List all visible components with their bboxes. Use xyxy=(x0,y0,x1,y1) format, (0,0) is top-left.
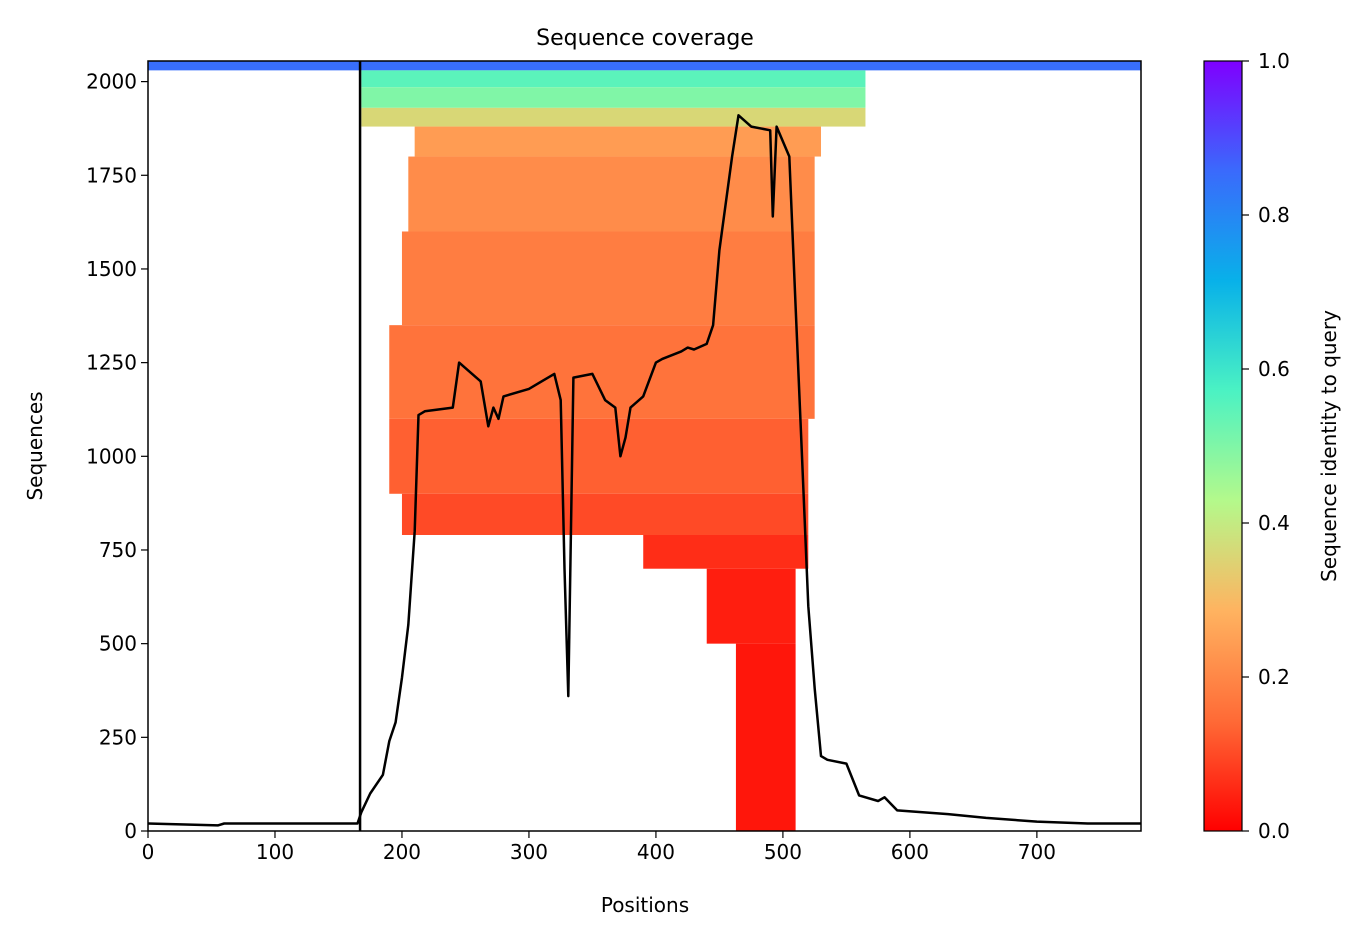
coverage-block xyxy=(389,325,815,419)
x-tick-label: 700 xyxy=(1018,840,1056,864)
colorbar-gradient xyxy=(1203,60,1243,832)
x-axis: 0 100 200 300 400 500 600 700 xyxy=(142,831,1056,864)
coverage-block xyxy=(735,643,796,831)
plot-area xyxy=(147,60,1142,832)
coverage-block xyxy=(643,534,809,569)
coverage-heatmap xyxy=(148,61,1141,831)
y-tick-label: 500 xyxy=(99,632,137,656)
y-tick-label: 0 xyxy=(124,819,137,843)
coverage-block xyxy=(401,493,809,535)
coverage-block xyxy=(706,568,796,644)
colorbar-tick-label: 0.0 xyxy=(1258,819,1290,843)
colorbar-label: Sequence identity to query xyxy=(1317,310,1341,582)
x-axis-label: Positions xyxy=(601,893,689,917)
coverage-block xyxy=(361,70,866,88)
colorbar: 0.0 0.2 0.4 0.6 0.8 1.0 Sequence identity to … xyxy=(1203,49,1341,843)
colorbar-tick-label: 1.0 xyxy=(1258,49,1290,73)
y-tick-label: 1250 xyxy=(86,351,137,375)
x-tick-label: 300 xyxy=(510,840,548,864)
coverage-line-layer xyxy=(148,61,1141,831)
coverage-block xyxy=(361,87,866,108)
colorbar-tick-label: 0.2 xyxy=(1258,665,1290,689)
coverage-block xyxy=(414,126,822,157)
coverage-block xyxy=(148,61,1141,71)
coverage-block xyxy=(361,107,866,127)
chart-title: Sequence coverage xyxy=(536,26,754,51)
x-tick-label: 500 xyxy=(764,840,802,864)
x-tick-label: 200 xyxy=(383,840,421,864)
y-tick-label: 750 xyxy=(99,538,137,562)
colorbar-tick-label: 0.8 xyxy=(1258,203,1290,227)
colorbar-ticks: 0.0 0.2 0.4 0.6 0.8 1.0 xyxy=(1242,49,1290,843)
y-axis-label: Sequences xyxy=(23,391,47,500)
coverage-block xyxy=(408,156,815,232)
y-tick-label: 250 xyxy=(99,725,137,749)
x-tick-label: 0 xyxy=(142,840,155,864)
colorbar-tick-label: 0.6 xyxy=(1258,357,1290,381)
y-axis: 0 250 500 750 1000 1250 1500 1750 2000 xyxy=(86,70,148,843)
y-tick-label: 1750 xyxy=(86,163,137,187)
coverage-block xyxy=(401,231,815,326)
x-tick-label: 600 xyxy=(891,840,929,864)
coverage-block xyxy=(389,418,809,494)
y-tick-label: 1500 xyxy=(86,257,137,281)
y-tick-label: 2000 xyxy=(86,70,137,94)
x-tick-label: 400 xyxy=(637,840,675,864)
coverage-line xyxy=(148,114,1141,827)
y-tick-label: 1000 xyxy=(86,444,137,468)
plot-frame xyxy=(147,60,1142,832)
x-tick-label: 100 xyxy=(256,840,294,864)
colorbar-tick-label: 0.4 xyxy=(1258,511,1290,535)
